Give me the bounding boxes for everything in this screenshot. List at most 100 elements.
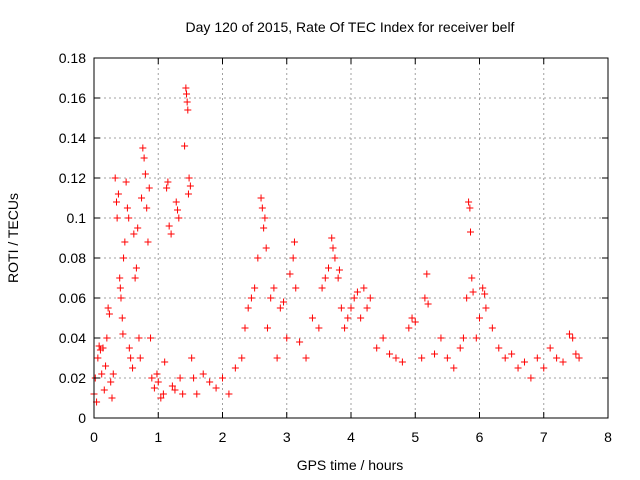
data-point — [116, 284, 124, 292]
data-point — [100, 386, 108, 394]
x-tick-label: 7 — [540, 429, 548, 445]
x-tick-label: 3 — [283, 429, 291, 445]
data-point — [308, 314, 316, 322]
y-tick-label: 0.06 — [59, 290, 86, 306]
data-point — [140, 154, 148, 162]
y-tick-label: 0.16 — [59, 90, 86, 106]
data-point — [183, 98, 191, 106]
data-point — [212, 384, 220, 392]
data-point — [350, 294, 358, 302]
data-point — [175, 214, 183, 222]
data-point — [112, 198, 120, 206]
data-point — [181, 142, 189, 150]
data-point — [421, 294, 429, 302]
y-tick-label: 0.18 — [59, 50, 86, 66]
data-point — [247, 294, 255, 302]
data-point — [130, 230, 138, 238]
data-point — [540, 364, 548, 372]
data-point — [296, 338, 304, 346]
y-tick-label: 0.08 — [59, 250, 86, 266]
data-point — [479, 284, 487, 292]
data-point — [145, 184, 153, 192]
x-tick-label: 0 — [90, 429, 98, 445]
data-point — [373, 344, 381, 352]
data-point — [153, 370, 161, 378]
data-point — [131, 274, 139, 282]
data-point — [472, 334, 480, 342]
data-point — [260, 224, 268, 232]
data-point — [105, 310, 113, 318]
data-point — [335, 266, 343, 274]
data-point — [379, 334, 387, 342]
data-point — [157, 394, 165, 402]
data-point — [334, 274, 342, 282]
data-point — [184, 106, 192, 114]
data-point — [267, 294, 275, 302]
data-point — [141, 170, 149, 178]
data-point — [386, 350, 394, 358]
y-tick-label: 0.1 — [67, 210, 87, 226]
data-point — [99, 344, 107, 352]
data-point — [244, 304, 252, 312]
data-point — [405, 324, 413, 332]
data-point — [108, 394, 116, 402]
y-tick-label: 0.02 — [59, 370, 86, 386]
data-point — [292, 284, 300, 292]
data-point — [398, 358, 406, 366]
data-point — [476, 314, 483, 322]
data-point — [121, 238, 129, 246]
y-axis-label: ROTI / TECUs — [5, 193, 21, 283]
data-point — [437, 334, 445, 342]
data-point — [321, 274, 329, 282]
data-point — [280, 298, 288, 306]
data-point — [186, 182, 194, 190]
data-point — [135, 334, 143, 342]
grid-lines — [94, 58, 608, 418]
data-point — [144, 238, 152, 246]
data-point — [423, 270, 431, 278]
data-point — [174, 206, 182, 214]
data-point — [182, 84, 190, 92]
data-point — [94, 354, 102, 362]
data-point — [104, 304, 112, 312]
data-point — [408, 314, 416, 322]
data-point — [122, 178, 130, 186]
data-point — [190, 374, 198, 382]
data-point — [111, 174, 119, 182]
data-point — [109, 370, 117, 378]
data-point — [357, 314, 365, 322]
data-point — [450, 364, 458, 372]
data-point — [315, 324, 323, 332]
data-point — [107, 378, 115, 386]
data-point — [459, 334, 467, 342]
data-point — [469, 288, 477, 296]
data-point — [569, 334, 577, 342]
data-point — [185, 174, 193, 182]
data-point — [488, 324, 496, 332]
data-point — [261, 214, 269, 222]
data-point — [468, 274, 476, 282]
x-tick-label: 6 — [476, 429, 484, 445]
data-point — [257, 194, 265, 202]
data-point — [465, 198, 473, 206]
x-tick-label: 5 — [411, 429, 419, 445]
data-point — [302, 354, 310, 362]
data-point — [183, 90, 191, 98]
data-point — [482, 304, 490, 312]
data-point — [270, 284, 278, 292]
y-tick-labels: 0 0.02 0.04 0.06 0.08 0.1 0.12 0.14 0.16 0.18 — [59, 50, 86, 426]
data-point — [263, 324, 271, 332]
x-tick-label: 8 — [604, 429, 612, 445]
data-point — [418, 354, 426, 362]
data-point — [456, 344, 464, 352]
data-point — [136, 354, 144, 362]
data-point — [147, 334, 155, 342]
data-point — [123, 204, 131, 212]
data-point — [254, 254, 262, 262]
data-point — [424, 300, 432, 308]
data-point — [127, 354, 135, 362]
data-point — [188, 354, 196, 362]
data-point — [508, 350, 516, 358]
data-point — [113, 214, 121, 222]
